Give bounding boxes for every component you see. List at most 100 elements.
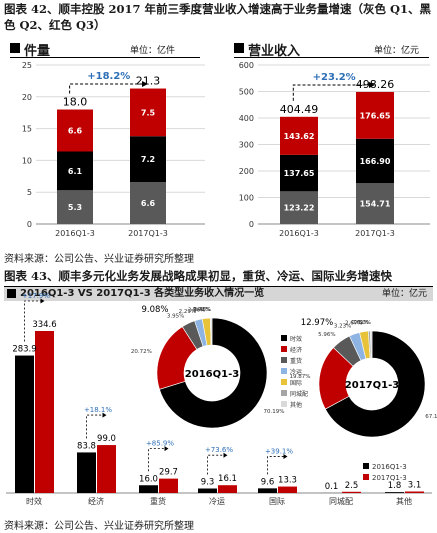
- figure-42-title-line2: 色 Q2、红色 Q3）: [4, 18, 106, 32]
- y-tick-label: 300: [239, 141, 254, 150]
- segment-value-label: 123.22: [284, 204, 315, 213]
- bar-2017: [405, 491, 424, 493]
- pie-legend-label: 其他: [290, 401, 302, 409]
- category-label: 重货: [150, 496, 166, 506]
- bar-segment: [130, 182, 166, 224]
- pie-slice-label: 0.61%: [351, 320, 368, 326]
- growth-arrow: [207, 454, 224, 475]
- growth-arrow-head: [102, 412, 107, 418]
- bar-2017: [35, 331, 54, 493]
- total-value-label: 18.0: [63, 96, 88, 109]
- banner-unit: 单位：亿元: [381, 289, 427, 299]
- category-label: 同城配: [329, 497, 353, 506]
- y-tick-label: 25: [22, 61, 32, 70]
- pie-legend-swatch: [281, 401, 287, 407]
- bar-segment: [356, 91, 394, 139]
- bar-segment: [356, 138, 394, 184]
- pie-legend-swatch: [281, 357, 287, 363]
- value-label-2016: 9.3: [201, 477, 215, 487]
- category-label: 冷运: [209, 496, 225, 506]
- value-label-2017: 3.1: [408, 480, 422, 490]
- value-label-2017: 99.0: [97, 434, 116, 444]
- pie-slice-label: 70.19%: [264, 409, 285, 415]
- y-tick-label: 0: [27, 220, 32, 229]
- growth-arrow: [69, 83, 142, 94]
- y-tick-label: 400: [239, 114, 254, 123]
- legend-label: 2016Q1-3: [372, 463, 407, 471]
- pie-legend-label: 经济: [290, 346, 302, 354]
- pie-legend-label: 冷运: [290, 368, 302, 376]
- total-value-label: 404.49: [280, 103, 319, 116]
- growth-label: +39.1%: [265, 448, 293, 456]
- segment-value-label: 154.71: [360, 200, 391, 209]
- bar-2017: [159, 478, 178, 493]
- bar-segment: [280, 116, 318, 155]
- segment-value-label: 137.65: [284, 169, 315, 178]
- y-tick-label: 20: [22, 93, 32, 102]
- revenue-header: 营业收入 单位：亿元: [234, 40, 429, 59]
- bar-segment: [130, 88, 166, 137]
- bar-2017: [97, 445, 116, 493]
- pie-hole: [184, 345, 240, 401]
- figure-43-title: 图表 43、顺丰多元化业务发展战略成果初显，重货、冷运、国际业务增速快: [4, 269, 393, 283]
- growth-arrow-head: [164, 446, 169, 452]
- growth-label: +23.2%: [313, 72, 356, 83]
- figure-42-title-line1: 图表 42、顺丰控股 2017 年前三季度营业收入增速高于业务量增速（灰色 Q1…: [4, 2, 432, 16]
- y-tick-label: 5: [27, 188, 32, 197]
- segment-value-label: 143.62: [284, 132, 315, 141]
- y-tick-label: 0: [249, 220, 254, 229]
- value-label-2017: 29.7: [159, 468, 178, 478]
- category-label: 时效: [26, 496, 42, 506]
- pie-slice-label: 67.16%: [425, 414, 437, 420]
- bar-segment: [57, 109, 93, 152]
- business-revenue-chart: 283.9 334.6 时效 +17.9% 83.899.0 经济 +18.1% 16.029…: [6, 292, 437, 506]
- bar-2017: [342, 491, 361, 493]
- pie-legend-label: 国际: [290, 379, 302, 387]
- parcel-volume-header: 件量 单位：亿件: [10, 40, 200, 59]
- divider: [234, 57, 429, 58]
- divider: [10, 57, 200, 58]
- growth-label: +18.1%: [84, 406, 112, 414]
- bar-2017: [218, 485, 237, 493]
- category-label: 经济: [88, 496, 104, 506]
- pie-legend-swatch: [281, 346, 287, 352]
- legend-label: 2017Q1-3: [372, 474, 407, 482]
- bar-segment: [280, 191, 318, 224]
- growth-arrow: [148, 448, 165, 472]
- x-tick-label: 2017Q1-3: [355, 229, 395, 238]
- bar-segment: [280, 154, 318, 192]
- category-label: 其他: [396, 496, 412, 506]
- growth-arrow: [267, 456, 284, 475]
- pie-slice-label: 3.95%: [167, 313, 184, 319]
- y-tick-label: 15: [22, 125, 32, 134]
- pie-legend-label: 同城配: [290, 391, 308, 398]
- bar-2016: [15, 355, 34, 493]
- revenue-title: 营业收入: [248, 44, 301, 59]
- pie-legend-label: 时效: [290, 335, 302, 343]
- pie-legend-swatch: [281, 335, 287, 341]
- pie-outer-label: 12.97%: [301, 318, 333, 328]
- total-value-label: 21.3: [136, 75, 161, 88]
- pie-legend-label: 重货: [290, 357, 302, 365]
- bar-2016: [385, 492, 404, 493]
- segment-value-label: 7.2: [141, 155, 155, 164]
- value-label-2017: 2.5: [345, 481, 359, 491]
- total-value-label: 498.26: [356, 78, 395, 91]
- revenue-unit: 单位：亿元: [374, 46, 420, 56]
- y-tick-label: 500: [239, 88, 254, 97]
- pie-slice-label: 0.50%: [354, 320, 371, 326]
- segment-value-label: 176.65: [360, 111, 391, 120]
- pie-center-label: 2017Q1-3: [345, 380, 399, 391]
- y-tick-label: 10: [22, 156, 32, 165]
- value-label-2017: 13.3: [278, 476, 297, 486]
- growth-arrow-head: [369, 82, 375, 88]
- growth-arrow-head: [40, 298, 45, 304]
- square-bullet-icon: [7, 289, 16, 298]
- pie-slice-label: 2.36%: [188, 307, 205, 313]
- growth-label: +17.9%: [22, 292, 50, 300]
- growth-arrow: [292, 84, 369, 101]
- bar-segment: [130, 136, 166, 183]
- figure-43-banner: 2016Q1-3 VS 2017Q1-3 各类型业务收入情况一览 单位：亿元: [4, 286, 433, 301]
- pie-slice-label: 2.29%: [179, 309, 196, 315]
- bar-2016: [198, 488, 217, 493]
